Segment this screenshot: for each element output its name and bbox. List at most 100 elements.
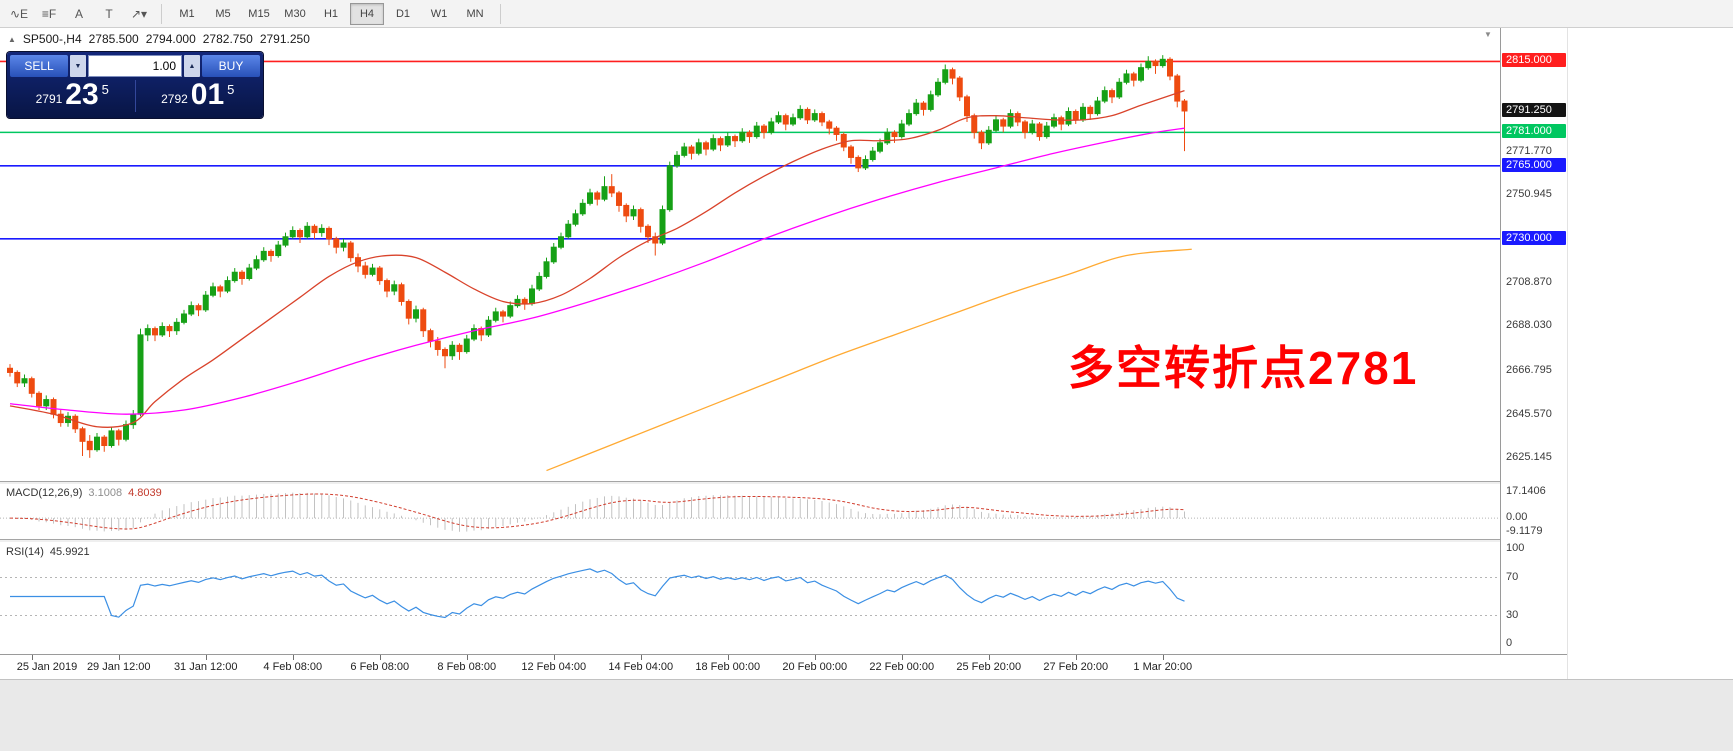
- macd-pane-canvas[interactable]: [0, 484, 1500, 539]
- workspace-blank-area: [1567, 28, 1733, 679]
- ohlc-open: 2785.500: [88, 32, 139, 46]
- price-axis-label: 2688.030: [1506, 319, 1552, 332]
- ohlc-high: 2794.000: [145, 32, 196, 46]
- fibonacci-icon[interactable]: ≡F: [41, 6, 57, 21]
- ask-prefix: 2792: [161, 92, 188, 106]
- macd-title: MACD(12,26,9): [6, 487, 83, 499]
- chart-text-annotation: 多空转折点2781: [1068, 342, 1419, 394]
- timeframe-m30-button[interactable]: M30: [284, 7, 306, 20]
- time-axis-label: 1 Mar 20:00: [1133, 661, 1193, 673]
- ohlc-low: 2782.750: [202, 32, 253, 46]
- time-axis-label: 14 Feb 04:00: [608, 661, 674, 673]
- sell-button[interactable]: SELL: [10, 55, 68, 77]
- buy-button[interactable]: BUY: [202, 55, 260, 77]
- time-axis-label: 18 Feb 00:00: [695, 661, 761, 673]
- drawing-tools-group: ∿E ≡F A T ↗▾: [4, 2, 154, 26]
- chart-info-line: ▲ SP500-,H4 2785.500 2794.000 2782.750 2…: [8, 32, 310, 46]
- time-axis-label: 31 Jan 12:00: [173, 661, 238, 673]
- bid-sup: 5: [101, 82, 109, 97]
- macd-axis-label: 17.1406: [1506, 485, 1546, 497]
- ohlc-close: 2791.250: [259, 32, 310, 46]
- pane-splitter[interactable]: [0, 481, 1567, 484]
- time-axis-label: 25 Jan 2019: [16, 661, 78, 673]
- time-axis-tick: [901, 655, 903, 660]
- price-level-badge: 2730.000: [1502, 230, 1566, 245]
- ask-sup: 5: [227, 82, 235, 97]
- price-axis-label: 2708.870: [1506, 275, 1552, 288]
- chart-shift-marker[interactable]: ▼: [1484, 30, 1492, 39]
- price-axis-label: 2645.570: [1506, 408, 1552, 421]
- price-axis-label: 2771.770: [1506, 144, 1552, 157]
- timeframe-mn-button[interactable]: MN: [466, 7, 484, 20]
- price-axis-label: 2666.795: [1506, 363, 1552, 376]
- time-axis-label: 27 Feb 20:00: [1043, 661, 1109, 673]
- timeframe-h4-button[interactable]: H4: [350, 2, 384, 25]
- symbol-period-label: SP500-,H4: [22, 32, 82, 46]
- price-level-badge: 2765.000: [1502, 157, 1566, 172]
- chart-collapse-toggle[interactable]: ▲: [8, 34, 16, 44]
- time-axis-tick: [814, 655, 816, 660]
- one-click-trading-panel: SELL ▼ ▲ BUY 2791 23 5 2792 01 5: [7, 52, 263, 118]
- rsi-label: RSI(14) 45.9921: [6, 546, 90, 558]
- time-axis-label: 29 Jan 12:00: [86, 661, 151, 673]
- time-axis-label: 22 Feb 00:00: [869, 661, 935, 673]
- timeframe-w1-button[interactable]: W1: [430, 7, 448, 20]
- rsi-axis-label: 30: [1506, 608, 1519, 621]
- rsi-axis-label: 0: [1506, 637, 1513, 649]
- elliott-wave-icon[interactable]: ∿E: [9, 6, 29, 21]
- timeframe-h1-button[interactable]: H1: [323, 7, 339, 20]
- toolbar-separator: [161, 3, 162, 24]
- price-axis[interactable]: 2771.770 2750.945 2708.870 2688.030 2666.795…: [1500, 28, 1567, 654]
- toolbar-separator: [500, 3, 501, 24]
- time-axis-tick: [640, 655, 642, 660]
- volume-input[interactable]: [88, 55, 182, 77]
- price-axis-label: 2625.145: [1506, 450, 1552, 463]
- time-axis-tick: [466, 655, 468, 660]
- current-price-badge: 2791.250: [1502, 102, 1566, 117]
- bid-price: 2791 23 5: [10, 80, 136, 112]
- time-axis-tick: [292, 655, 294, 660]
- time-axis-tick: [379, 655, 381, 660]
- timeframe-d1-button[interactable]: D1: [395, 7, 411, 20]
- bid-prefix: 2791: [35, 92, 63, 106]
- macd-axis-label: -9.1179: [1506, 525, 1543, 537]
- ask-big: 01: [190, 78, 225, 111]
- arrows-icon[interactable]: ↗▾: [130, 6, 148, 21]
- rsi-value: 45.9921: [49, 546, 90, 558]
- rsi-title: RSI(14): [6, 546, 44, 558]
- time-axis-label: 25 Feb 20:00: [956, 661, 1022, 673]
- volume-up-button[interactable]: ▲: [184, 55, 200, 77]
- volume-down-button[interactable]: ▼: [70, 55, 86, 77]
- text-icon[interactable]: A: [74, 6, 83, 21]
- ask-price: 2792 01 5: [136, 80, 261, 112]
- macd-axis-label: 0.00: [1506, 511, 1528, 524]
- time-axis-tick: [31, 655, 33, 660]
- time-axis-label: 12 Feb 04:00: [521, 661, 587, 673]
- time-axis-tick: [1162, 655, 1164, 660]
- rsi-pane-canvas[interactable]: [0, 542, 1500, 654]
- time-axis-tick: [727, 655, 729, 660]
- trade-panel-controls: SELL ▼ ▲ BUY: [10, 55, 260, 77]
- price-level-badge: 2815.000: [1502, 53, 1566, 68]
- macd-value-signal: 4.8039: [128, 487, 162, 499]
- time-axis-label: 6 Feb 08:00: [350, 661, 410, 673]
- pane-splitter[interactable]: [0, 539, 1567, 542]
- toolbar: ∿E ≡F A T ↗▾ M1 M5 M15 M30 H1 H4 D1 W1 MN: [0, 0, 1733, 28]
- time-axis-tick: [553, 655, 555, 660]
- timeframe-m5-button[interactable]: M5: [215, 7, 231, 20]
- time-axis-tick: [118, 655, 120, 660]
- trade-panel-prices: 2791 23 5 2792 01 5: [10, 77, 260, 115]
- timeframe-group: M1 M5 M15 M30 H1 H4 D1 W1 MN: [169, 2, 493, 25]
- time-axis[interactable]: 25 Jan 2019 29 Jan 12:00 31 Jan 12:00 4 Feb…: [0, 654, 1567, 679]
- macd-label: MACD(12,26,9) 3.1008 4.8039: [6, 487, 162, 499]
- timeframe-m1-button[interactable]: M1: [179, 7, 195, 20]
- timeframe-m15-button[interactable]: M15: [248, 7, 270, 20]
- time-axis-tick: [1075, 655, 1077, 660]
- bid-big: 23: [65, 78, 99, 111]
- price-level-badge: 2781.000: [1502, 124, 1566, 139]
- price-axis-label: 2750.945: [1506, 188, 1552, 201]
- text-label-icon[interactable]: T: [105, 6, 113, 21]
- rsi-axis-label: 100: [1506, 542, 1525, 554]
- window-bottom-strip: [0, 679, 1733, 751]
